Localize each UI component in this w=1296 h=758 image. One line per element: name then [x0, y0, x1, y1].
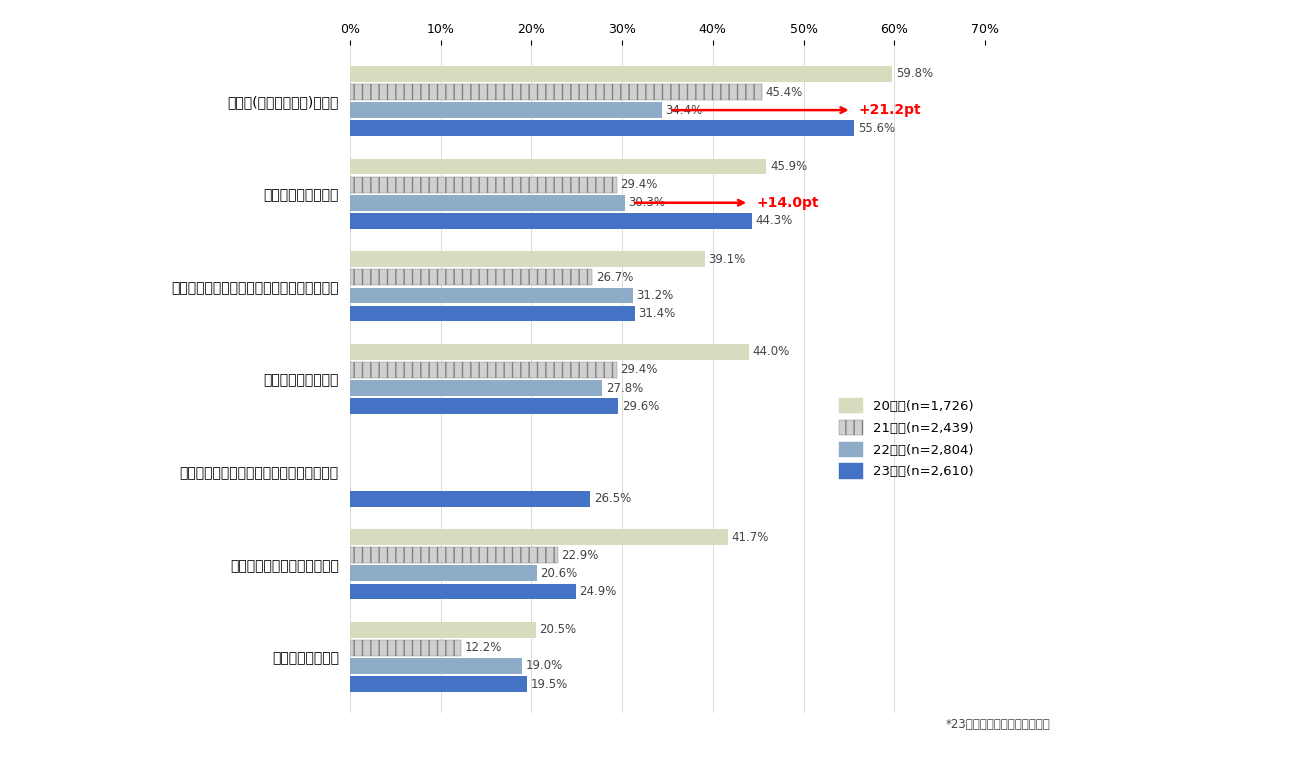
Bar	[350, 177, 617, 193]
Text: 45.4%: 45.4%	[766, 86, 802, 99]
Bar	[350, 676, 526, 692]
Text: +14.0pt: +14.0pt	[757, 196, 819, 210]
Text: 26.5%: 26.5%	[594, 492, 631, 506]
Text: 29.4%: 29.4%	[621, 178, 657, 191]
Text: 41.7%: 41.7%	[732, 531, 770, 543]
Text: +21.2pt: +21.2pt	[859, 103, 921, 117]
Bar	[350, 213, 752, 229]
Bar	[350, 622, 535, 637]
Text: 55.6%: 55.6%	[858, 122, 896, 135]
Text: 19.0%: 19.0%	[526, 659, 564, 672]
Legend: 20年卒(n=1,726), 21年卒(n=2,439), 22年卒(n=2,804), 23年卒(n=2,610): 20年卒(n=1,726), 21年卒(n=2,439), 22年卒(n=2,8…	[839, 398, 975, 478]
Bar	[350, 658, 522, 674]
Text: 59.8%: 59.8%	[896, 67, 933, 80]
Bar	[350, 252, 705, 267]
Bar	[350, 344, 749, 360]
Text: 39.1%: 39.1%	[708, 252, 745, 266]
Bar	[350, 287, 632, 303]
Text: 45.9%: 45.9%	[770, 160, 807, 173]
Bar	[350, 565, 537, 581]
Bar	[350, 491, 590, 506]
Text: 12.2%: 12.2%	[464, 641, 502, 654]
Text: 30.3%: 30.3%	[629, 196, 665, 209]
Bar	[350, 195, 625, 211]
Text: 31.4%: 31.4%	[639, 307, 675, 320]
Bar	[350, 158, 766, 174]
Text: 22.9%: 22.9%	[561, 549, 599, 562]
Text: 27.8%: 27.8%	[605, 381, 643, 394]
Text: *23年卒調査より追加した項目: *23年卒調査より追加した項目	[946, 718, 1051, 731]
Text: 29.6%: 29.6%	[622, 399, 660, 412]
Text: 20.5%: 20.5%	[539, 623, 577, 636]
Text: 34.4%: 34.4%	[666, 104, 702, 117]
Bar	[350, 102, 662, 118]
Bar	[350, 269, 592, 285]
Text: 20.6%: 20.6%	[540, 567, 578, 580]
Text: 29.4%: 29.4%	[621, 364, 657, 377]
Bar	[350, 398, 618, 414]
Bar	[350, 640, 460, 656]
Text: 44.3%: 44.3%	[756, 215, 793, 227]
Text: 44.0%: 44.0%	[753, 346, 791, 359]
Bar	[350, 362, 617, 377]
Bar	[350, 121, 854, 136]
Text: 26.7%: 26.7%	[596, 271, 634, 283]
Text: 24.9%: 24.9%	[579, 585, 617, 598]
Bar	[350, 66, 893, 82]
Bar	[350, 547, 557, 563]
Text: 19.5%: 19.5%	[530, 678, 568, 691]
Bar	[350, 305, 635, 321]
Bar	[350, 84, 762, 100]
Bar	[350, 529, 728, 545]
Bar	[350, 381, 603, 396]
Text: 31.2%: 31.2%	[636, 289, 674, 302]
Bar	[350, 584, 575, 600]
